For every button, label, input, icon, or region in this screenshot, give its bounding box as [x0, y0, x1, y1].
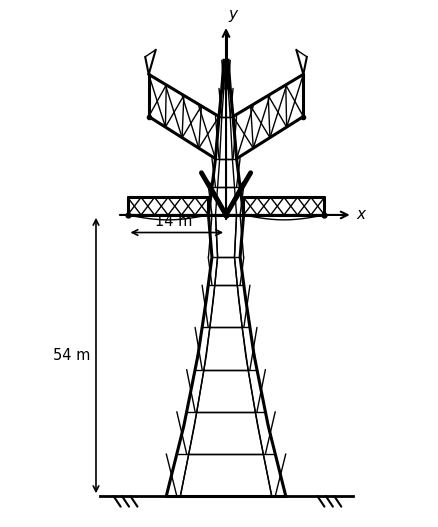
Text: 54 m: 54 m	[53, 348, 90, 363]
Text: x: x	[356, 208, 365, 222]
Text: 14 m: 14 m	[155, 214, 192, 229]
Text: y: y	[229, 7, 238, 22]
